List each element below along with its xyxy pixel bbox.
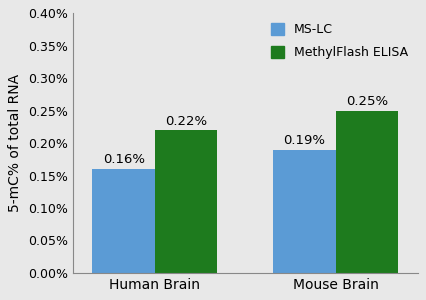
Text: 0.16%: 0.16% [103, 153, 145, 167]
Text: 0.25%: 0.25% [345, 95, 388, 108]
Legend: MS-LC, MethylFlash ELISA: MS-LC, MethylFlash ELISA [267, 20, 412, 63]
Bar [273, 150, 336, 273]
Bar [155, 130, 217, 273]
Bar [336, 111, 398, 273]
Y-axis label: 5-mC% of total RNA: 5-mC% of total RNA [9, 74, 22, 212]
Bar [92, 169, 155, 273]
Text: 0.22%: 0.22% [165, 115, 207, 128]
Text: 0.19%: 0.19% [283, 134, 325, 147]
